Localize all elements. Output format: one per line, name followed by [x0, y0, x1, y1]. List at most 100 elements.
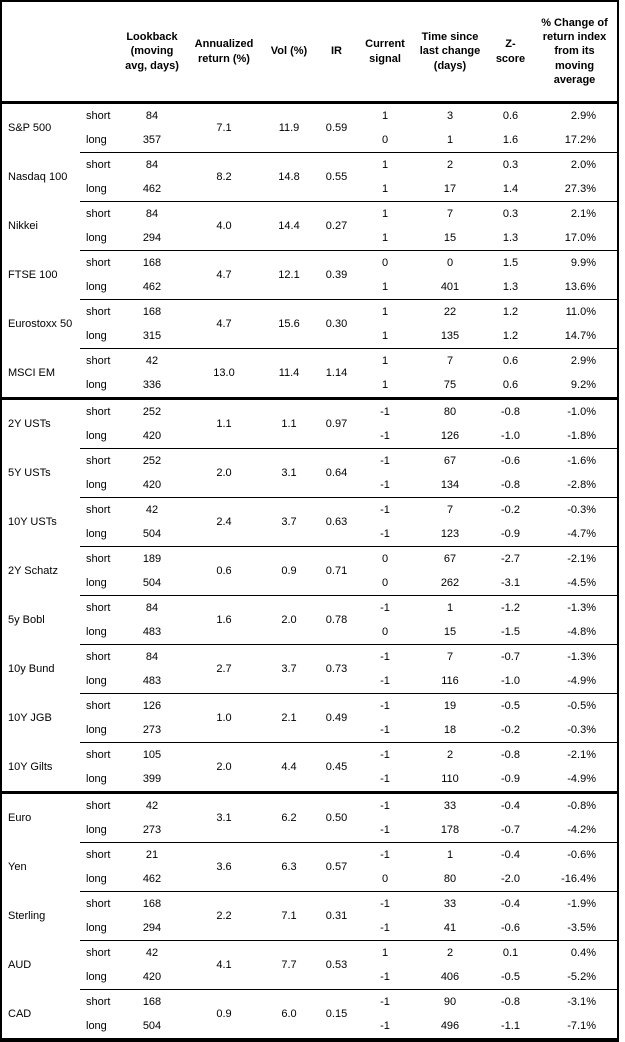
- z-score-value: -0.7: [501, 823, 520, 836]
- horizon-label: long: [86, 133, 107, 146]
- current-signal-value: 1: [381, 378, 389, 391]
- asset-block-10y-usts: 10Y USTs short 42 2.4 3.7 0.63 -1 7 -0.2 -0.3% lon…: [2, 497, 617, 547]
- horizon-label: long: [86, 921, 107, 934]
- ir-value: 0.59: [325, 121, 348, 134]
- current-signal-value: 1: [359, 152, 411, 177]
- lookback-value: 273: [142, 823, 162, 836]
- pct-change-value: 27.3%: [564, 182, 596, 195]
- table-row: Nikkei short 84 4.0 14.4 0.27 1 7 0.3 2.1%: [2, 201, 617, 251]
- pct-change-value: -0.3%: [567, 723, 596, 736]
- z-score-value: -0.8: [501, 478, 520, 491]
- time-since-value: 67: [411, 546, 489, 571]
- header-time-since: Time since last change (days): [411, 2, 489, 104]
- current-signal-value: -1: [359, 397, 411, 424]
- asset-block-10y-jgb: 10Y JGB short 126 1.0 2.1 0.49 -1 19 -0.5 -0.5% lo…: [2, 693, 617, 743]
- ir-value: 1.14: [314, 348, 359, 399]
- annualized-return-value: 3.6: [184, 842, 264, 892]
- asset-block-cad: CAD short 168 0.9 6.0 0.15 -1 90 -0.8 -3.1% long 50…: [2, 989, 617, 1038]
- asset-name: Nikkei: [8, 219, 38, 232]
- z-score-value: -1.1: [501, 1019, 520, 1032]
- lookback-value: 126: [120, 693, 184, 718]
- pct-change-value: 13.6%: [564, 280, 596, 293]
- horizon-label: long: [86, 280, 107, 293]
- annualized-return-value: 4.7: [184, 250, 264, 300]
- ir-value: 0.39: [314, 250, 359, 300]
- annualized-return-value: 0.6: [184, 546, 264, 596]
- horizon-label: short: [80, 397, 120, 424]
- ir-value: 0.15: [314, 989, 359, 1038]
- table-row: 10Y Gilts short 105 2.0 4.4 0.45 -1 2 -0.8 -2.1%: [2, 742, 617, 793]
- pct-change-value: -4.8%: [567, 625, 596, 638]
- z-score-value: 0.6: [502, 109, 519, 122]
- ir-value: 0.50: [314, 791, 359, 843]
- table-row: CAD short 168 0.9 6.0 0.15 -1 90 -0.8 -3.1%: [2, 989, 617, 1038]
- z-score-value: -0.4: [489, 891, 532, 916]
- asset-block-euro: Euro short 42 3.1 6.2 0.50 -1 33 -0.4 -0.8% long 27…: [2, 791, 617, 843]
- time-since-value: 2: [411, 152, 489, 177]
- z-score-value: 0.3: [489, 201, 532, 226]
- z-score-value: 0.6: [489, 348, 532, 373]
- time-since-value: 90: [411, 989, 489, 1014]
- pct-change-value: -4.5%: [567, 576, 596, 589]
- lookback-value: 504: [142, 576, 162, 589]
- current-signal-value: 1: [381, 182, 389, 195]
- horizon-label: long: [86, 872, 107, 885]
- table-row: long 462 0 80 -2.0 -16.4%: [2, 867, 617, 892]
- current-signal-value: -1: [359, 791, 411, 818]
- horizon-label: short: [80, 791, 120, 818]
- asset-name: S&P 500: [8, 122, 52, 135]
- table-row: Eurostoxx 50 short 168 4.7 15.6 0.30 1 22 1.2 11.…: [2, 299, 617, 349]
- current-signal-value: 1: [381, 329, 389, 342]
- time-since-value: 33: [411, 891, 489, 916]
- horizon-label: long: [86, 674, 107, 687]
- pct-change-value: -4.9%: [567, 772, 596, 785]
- annualized-return-value: 2.0: [184, 742, 264, 793]
- table-header: Lookback (moving avg, days) Annualized r…: [2, 2, 617, 104]
- current-signal-value: 1: [359, 201, 411, 226]
- asset-name: 10Y JGB: [8, 711, 52, 724]
- z-score-value: -0.4: [489, 791, 532, 818]
- z-score-value: 1.6: [502, 133, 519, 146]
- horizon-label: short: [80, 742, 120, 767]
- vol-value: 2.1: [264, 693, 314, 743]
- annualized-return-value: 7.1: [216, 121, 232, 134]
- time-since-value: 262: [440, 576, 460, 589]
- z-score-value: -0.5: [489, 693, 532, 718]
- lookback-value: 21: [120, 842, 184, 867]
- header-horizon: [80, 2, 120, 104]
- current-signal-value: 1: [359, 348, 411, 373]
- ir-value: 0.30: [314, 299, 359, 349]
- table-row: long 357 0 1 1.6 17.2%: [2, 128, 617, 153]
- asset-block-10y-bund: 10y Bund short 84 2.7 3.7 0.73 -1 7 -0.7 -1.3% lon…: [2, 644, 617, 694]
- current-signal-value: 0: [359, 546, 411, 571]
- horizon-label: short: [80, 348, 120, 373]
- lookback-value: 42: [120, 348, 184, 373]
- asset-block-2y-usts: 2Y USTs short 252 1.1 1.1 0.97 -1 80 -0.8 -1.0% lo…: [2, 397, 617, 449]
- lookback-value: 483: [142, 625, 162, 638]
- vol-value: 3.7: [264, 644, 314, 694]
- table-row: long 504 -1 123 -0.9 -4.7%: [2, 522, 617, 547]
- header-vol: Vol (%): [264, 2, 314, 104]
- current-signal-value: 0: [381, 576, 389, 589]
- horizon-label: long: [86, 823, 107, 836]
- lookback-value: 84: [120, 595, 184, 620]
- table-row: long 273 -1 18 -0.2 -0.3%: [2, 718, 617, 743]
- lookback-value: 189: [120, 546, 184, 571]
- horizon-label: short: [80, 595, 120, 620]
- z-score-value: 1.2: [489, 299, 532, 324]
- time-since-value: 19: [411, 693, 489, 718]
- z-score-value: -0.8: [489, 397, 532, 424]
- time-since-value: 15: [443, 625, 457, 638]
- time-since-value: 0: [411, 250, 489, 275]
- current-signal-value: -1: [380, 478, 390, 491]
- z-score-value: 1.3: [502, 280, 519, 293]
- lookback-value: 84: [120, 644, 184, 669]
- asset-block-yen: Yen short 21 3.6 6.3 0.57 -1 1 -0.4 -0.6% long 462 0…: [2, 842, 617, 892]
- current-signal-value: -1: [380, 772, 390, 785]
- asset-block-aud: AUD short 42 4.1 7.7 0.53 1 2 0.1 0.4% long 420 -1 40…: [2, 940, 617, 990]
- time-since-value: 178: [440, 823, 460, 836]
- time-since-value: 41: [443, 921, 457, 934]
- z-score-value: -1.0: [501, 674, 520, 687]
- table-row: long 336 1 75 0.6 9.2%: [2, 373, 617, 399]
- lookback-value: 504: [142, 527, 162, 540]
